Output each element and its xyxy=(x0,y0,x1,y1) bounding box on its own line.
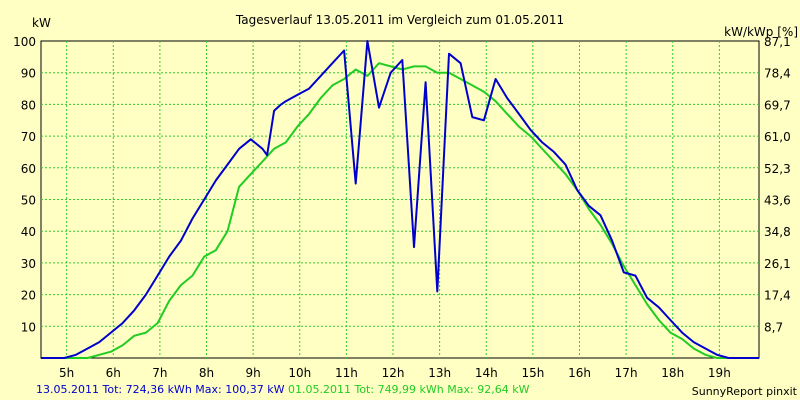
y-axis-right-label: kW/kWp [%] xyxy=(724,25,798,39)
x-tick-label: 10h xyxy=(288,366,311,380)
y-tick-label: 40 xyxy=(21,225,36,239)
series-layer xyxy=(41,40,759,359)
grid xyxy=(41,41,759,358)
y2-tick-label: 87,1 xyxy=(764,35,791,49)
y-tick-label: 50 xyxy=(21,194,36,208)
x-tick-label: 12h xyxy=(382,366,405,380)
y2-tick-label: 8,7 xyxy=(764,320,783,334)
x-tick-label: 19h xyxy=(708,366,731,380)
y2-tick-label: 34,8 xyxy=(764,225,791,239)
x-tick-label: 15h xyxy=(521,366,544,380)
x-tick-label: 8h xyxy=(199,366,214,380)
y-axis-right: 8,7 17,4 26,1 34,8 43,6 52,3 61,0 69,7 78,4 87,1 xyxy=(764,35,791,334)
y-tick-label: 30 xyxy=(21,257,36,271)
chart-title: Tagesverlauf 13.05.2011 im Vergleich zum… xyxy=(235,13,564,27)
y2-tick-label: 78,4 xyxy=(764,67,791,81)
x-tick-label: 18h xyxy=(661,366,684,380)
y2-tick-label: 52,3 xyxy=(764,162,791,176)
x-tick-label: 11h xyxy=(335,366,358,380)
y-tick-label: 70 xyxy=(21,130,36,144)
y2-tick-label: 61,0 xyxy=(764,130,791,144)
x-tick-label: 9h xyxy=(246,366,261,380)
plot-area xyxy=(40,40,760,359)
x-tick-label: 6h xyxy=(106,366,121,380)
y2-tick-label: 43,6 xyxy=(764,194,791,208)
legend-max-1: Max: 100,37 kW xyxy=(195,383,284,396)
y-axis-left-label: kW xyxy=(32,16,51,30)
legend-tot-2: Tot: 749,99 kWh xyxy=(353,383,443,396)
y2-tick-label: 26,1 xyxy=(764,257,791,271)
y-axis-left: 10 20 30 40 50 60 70 80 90 100 xyxy=(13,35,36,334)
y2-tick-label: 69,7 xyxy=(764,98,791,112)
y-tick-label: 60 xyxy=(21,162,36,176)
legend-max-2: Max: 92,64 kW xyxy=(447,383,529,396)
y-tick-label: 90 xyxy=(21,67,36,81)
x-axis: 5h 6h 7h 8h 9h 10h 11h 12h 13h 14h 15h 16h 17h 18h 19h xyxy=(59,366,731,380)
x-tick-label: 7h xyxy=(152,366,167,380)
x-tick-label: 13h xyxy=(428,366,451,380)
x-tick-label: 17h xyxy=(615,366,638,380)
series-line-13.05.2011 xyxy=(41,40,759,359)
x-tick-label: 16h xyxy=(568,366,591,380)
legend-date-1: 13.05.2011 xyxy=(36,383,99,396)
footer-credit: SunnyReport pinxit xyxy=(692,385,798,398)
y-tick-label: 10 xyxy=(21,320,36,334)
legend-date-2: 01.05.2011 xyxy=(288,383,351,396)
series-line-01.05.2011 xyxy=(41,62,759,359)
y-tick-label: 20 xyxy=(21,289,36,303)
y2-tick-label: 17,4 xyxy=(764,289,791,303)
x-tick-label: 5h xyxy=(59,366,74,380)
y-tick-label: 100 xyxy=(13,35,36,49)
legend-tot-1: Tot: 724,36 kWh xyxy=(101,383,191,396)
x-tick-label: 14h xyxy=(475,366,498,380)
legend: 13.05.2011 Tot: 724,36 kWh Max: 100,37 k… xyxy=(36,383,530,396)
y-tick-label: 80 xyxy=(21,98,36,112)
